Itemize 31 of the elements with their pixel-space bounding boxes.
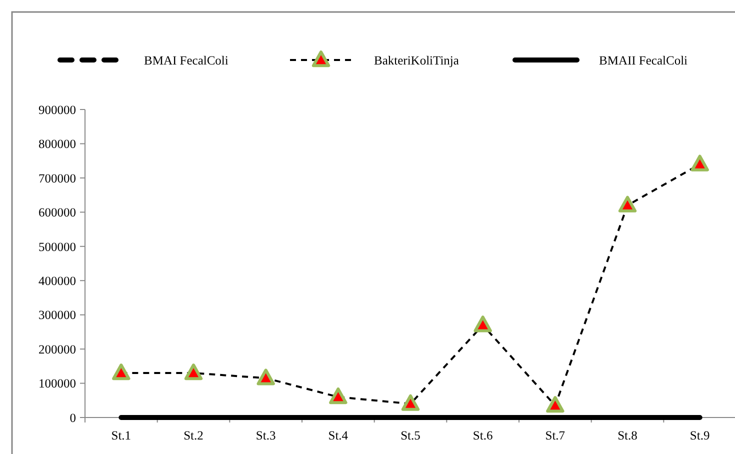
- x-tick-label: St.3: [256, 428, 276, 442]
- point: [690, 154, 709, 172]
- point: [618, 196, 637, 212]
- legend-label: BMAI FecalColi: [144, 53, 229, 68]
- point: [546, 396, 564, 413]
- point: [329, 387, 348, 404]
- point: [474, 316, 492, 332]
- x-tick-label: St.5: [400, 428, 420, 442]
- point: [112, 364, 130, 380]
- x-tick-label: St.2: [184, 428, 204, 442]
- x-tick-label: St.1: [111, 428, 132, 442]
- y-tick-label: 500000: [38, 240, 76, 254]
- x-tick-label: St.8: [618, 428, 638, 442]
- y-tick-label: 800000: [38, 137, 76, 152]
- y-tick-label: 700000: [38, 171, 76, 186]
- y-tick-label: 200000: [38, 342, 76, 356]
- x-tick-label: St.7: [545, 428, 566, 442]
- legend-label: BMAII FecalColi: [599, 53, 688, 68]
- y-tick-label: 900000: [38, 102, 76, 117]
- y-tick-label: 300000: [38, 308, 76, 322]
- point: [184, 364, 203, 380]
- x-tick-label: St.9: [690, 428, 710, 442]
- y-tick-label: 400000: [38, 274, 76, 288]
- y-tick-label: 100000: [38, 376, 76, 391]
- legend-label: BakteriKoliTinja: [374, 53, 460, 68]
- point: [401, 394, 420, 411]
- y-tick-label: 0: [70, 410, 76, 425]
- x-tick-label: St.4: [328, 428, 349, 442]
- x-tick-label: St.6: [472, 428, 493, 442]
- point: [256, 368, 275, 386]
- y-tick-label: 600000: [38, 206, 76, 220]
